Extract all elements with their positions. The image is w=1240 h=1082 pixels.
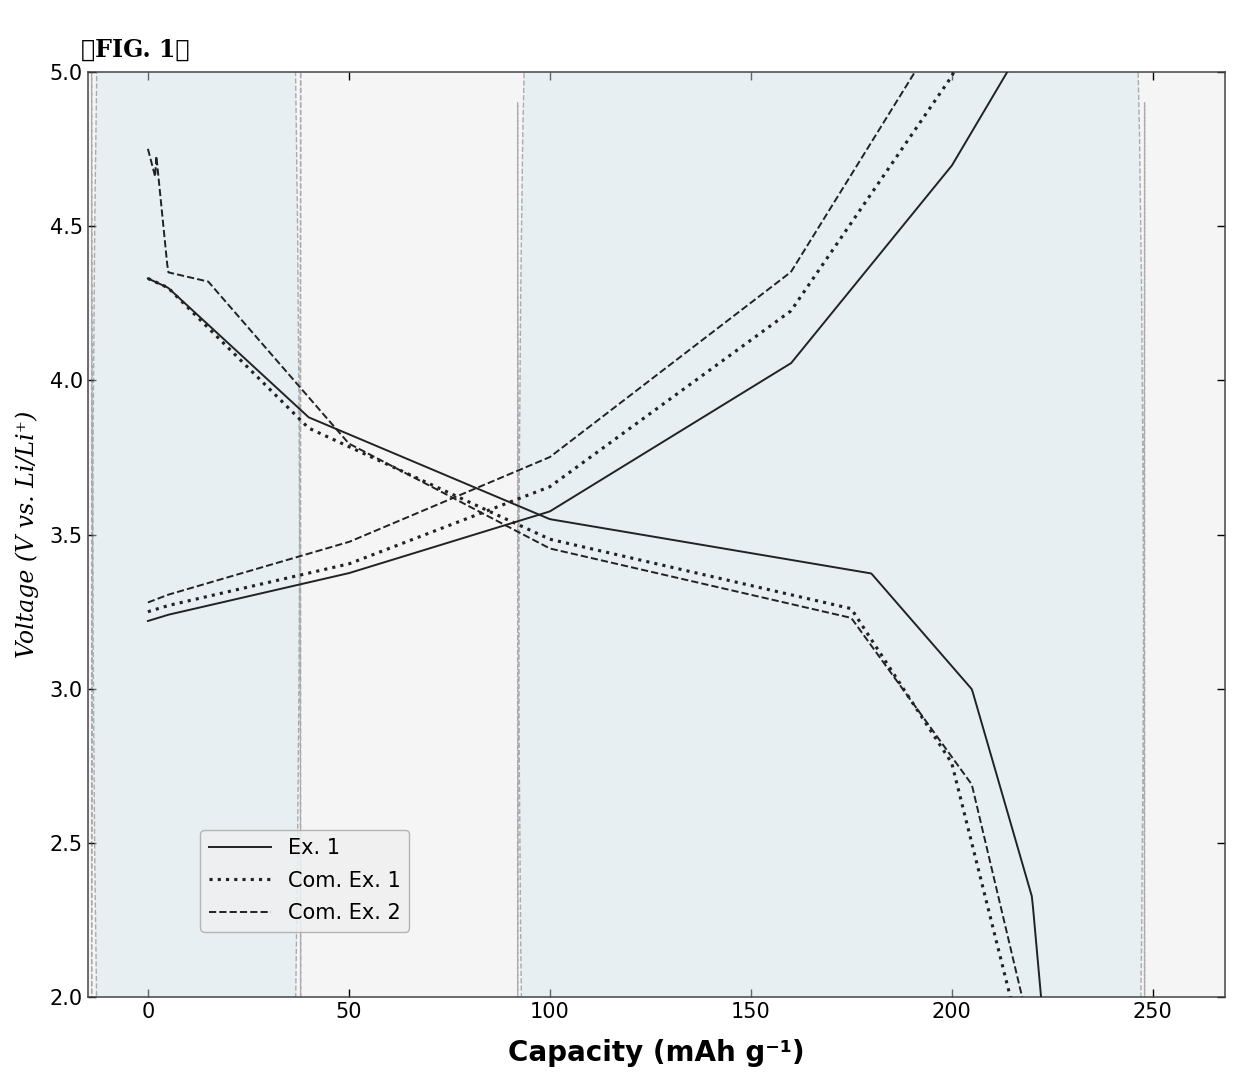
Text: 』FIG. 1』: 』FIG. 1』 <box>81 38 190 62</box>
Legend: Ex. 1, Com. Ex. 1, Com. Ex. 2: Ex. 1, Com. Ex. 1, Com. Ex. 2 <box>201 830 409 932</box>
FancyBboxPatch shape <box>92 0 300 1082</box>
X-axis label: Capacity (mAh g⁻¹): Capacity (mAh g⁻¹) <box>508 1039 805 1067</box>
Y-axis label: Voltage (V vs. Li/Li⁺): Voltage (V vs. Li/Li⁺) <box>15 411 38 658</box>
FancyBboxPatch shape <box>517 0 1145 1082</box>
